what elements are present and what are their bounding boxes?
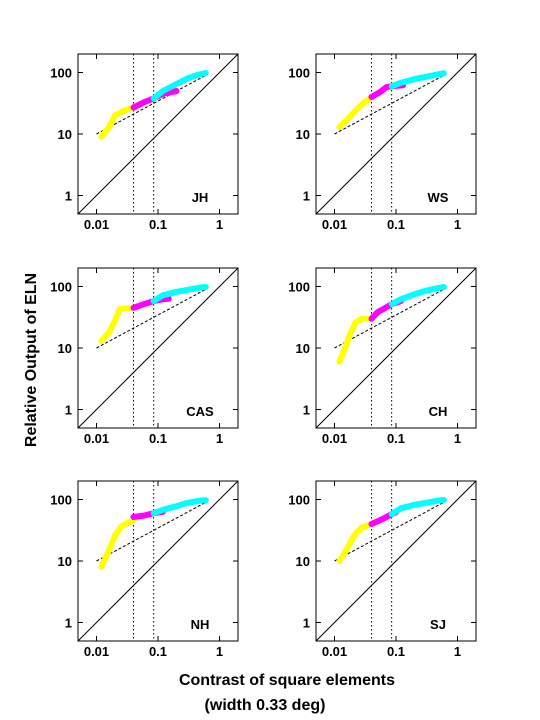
- x-tick-label: 0.1: [387, 644, 405, 659]
- y-tick-label: 100: [50, 280, 72, 295]
- dashed-reference-line: [334, 501, 445, 562]
- x-axis-label-line1: Contrast of square elements: [179, 672, 395, 689]
- series-line-segment_low: [336, 521, 375, 564]
- plot-area: [316, 54, 476, 214]
- panel-jh: 0.01 0.1 1 1 10 100 JH: [50, 53, 239, 232]
- x-tick-label: 1: [216, 217, 223, 232]
- dashed-reference-line: [96, 74, 207, 135]
- panel-nh: 0.01 0.1 1 1 10 100 NH: [50, 480, 239, 659]
- identity-line: [316, 268, 476, 428]
- y-tick-label: 100: [50, 493, 72, 508]
- y-tick-label: 1: [65, 402, 72, 417]
- x-tick-label: 0.01: [84, 431, 109, 446]
- x-tick-label: 0.1: [387, 217, 405, 232]
- plot-area: [316, 268, 476, 428]
- y-tick-label: 100: [288, 66, 310, 81]
- plot-area: [78, 268, 238, 428]
- y-tick-label: 10: [58, 341, 72, 356]
- x-tick-label: 0.01: [322, 217, 347, 232]
- y-tick-label: 1: [65, 188, 72, 203]
- y-tick-label: 1: [65, 615, 72, 630]
- plot-area: [78, 481, 238, 641]
- x-tick-label: 0.1: [387, 431, 405, 446]
- series-line-segment_low: [98, 304, 137, 344]
- y-tick-label: 10: [296, 341, 310, 356]
- x-tick-label: 0.1: [149, 644, 167, 659]
- identity-line: [316, 481, 476, 641]
- series-line-segment_high: [388, 284, 447, 307]
- x-tick-label: 0.01: [322, 431, 347, 446]
- y-tick-label: 100: [288, 280, 310, 295]
- x-tick-label: 0.1: [149, 217, 167, 232]
- panel-label: WS: [428, 190, 449, 205]
- dashed-reference-line: [96, 501, 207, 562]
- panel-label: CAS: [186, 404, 214, 419]
- series-line-segment_low: [98, 104, 137, 140]
- identity-line: [316, 54, 476, 214]
- panel-label: JH: [192, 190, 209, 205]
- y-tick-label: 1: [303, 615, 310, 630]
- series-line-segment_high: [150, 497, 209, 517]
- x-tick-label: 1: [454, 644, 461, 659]
- x-tick-label: 0.01: [84, 217, 109, 232]
- series-line-segment_high: [150, 284, 209, 305]
- dashed-reference-line: [334, 288, 445, 349]
- series-line-segment_high: [388, 497, 447, 518]
- panel-cas: 0.01 0.1 1 1 10 100 CAS: [50, 267, 239, 446]
- panels: 0.01 0.1 1 1 10 100 JH 0.01 0.1 1 1 10 100 WS 0.01 0.1 1…: [50, 53, 477, 659]
- plot-area: [78, 54, 238, 214]
- x-tick-label: 1: [454, 217, 461, 232]
- series-line-segment_low: [336, 315, 375, 365]
- x-tick-label: 1: [216, 431, 223, 446]
- series-line-segment_high: [388, 70, 447, 90]
- y-tick-label: 1: [303, 402, 310, 417]
- series-line-segment_low: [336, 94, 375, 130]
- panel-label: SJ: [430, 617, 446, 632]
- y-tick-label: 100: [50, 66, 72, 81]
- panel-sj: 0.01 0.1 1 1 10 100 SJ: [288, 480, 477, 659]
- x-tick-label: 0.01: [322, 644, 347, 659]
- x-axis-label-line2: (width 0.33 deg): [205, 697, 326, 714]
- identity-line: [78, 268, 238, 428]
- y-tick-label: 1: [303, 188, 310, 203]
- y-tick-label: 10: [296, 554, 310, 569]
- y-tick-label: 10: [58, 127, 72, 142]
- series-line-segment_high: [150, 70, 209, 102]
- panel-ch: 0.01 0.1 1 1 10 100 CH: [288, 267, 477, 446]
- panel-label: NH: [191, 617, 210, 632]
- panel-label: CH: [429, 404, 448, 419]
- plot-area: [316, 481, 476, 641]
- x-tick-label: 1: [454, 431, 461, 446]
- y-axis-label: Relative Output of ELN: [23, 273, 40, 447]
- series-line-segment_low: [98, 517, 137, 570]
- series-line-segment_mid: [368, 82, 406, 100]
- dashed-reference-line: [96, 288, 207, 349]
- x-tick-label: 1: [216, 644, 223, 659]
- y-tick-label: 100: [288, 493, 310, 508]
- x-tick-label: 0.1: [149, 431, 167, 446]
- y-tick-label: 10: [58, 554, 72, 569]
- x-tick-label: 0.01: [84, 644, 109, 659]
- panel-ws: 0.01 0.1 1 1 10 100 WS: [288, 53, 477, 232]
- identity-line: [78, 481, 238, 641]
- dashed-reference-line: [334, 74, 445, 135]
- y-tick-label: 10: [296, 127, 310, 142]
- identity-line: [78, 54, 238, 214]
